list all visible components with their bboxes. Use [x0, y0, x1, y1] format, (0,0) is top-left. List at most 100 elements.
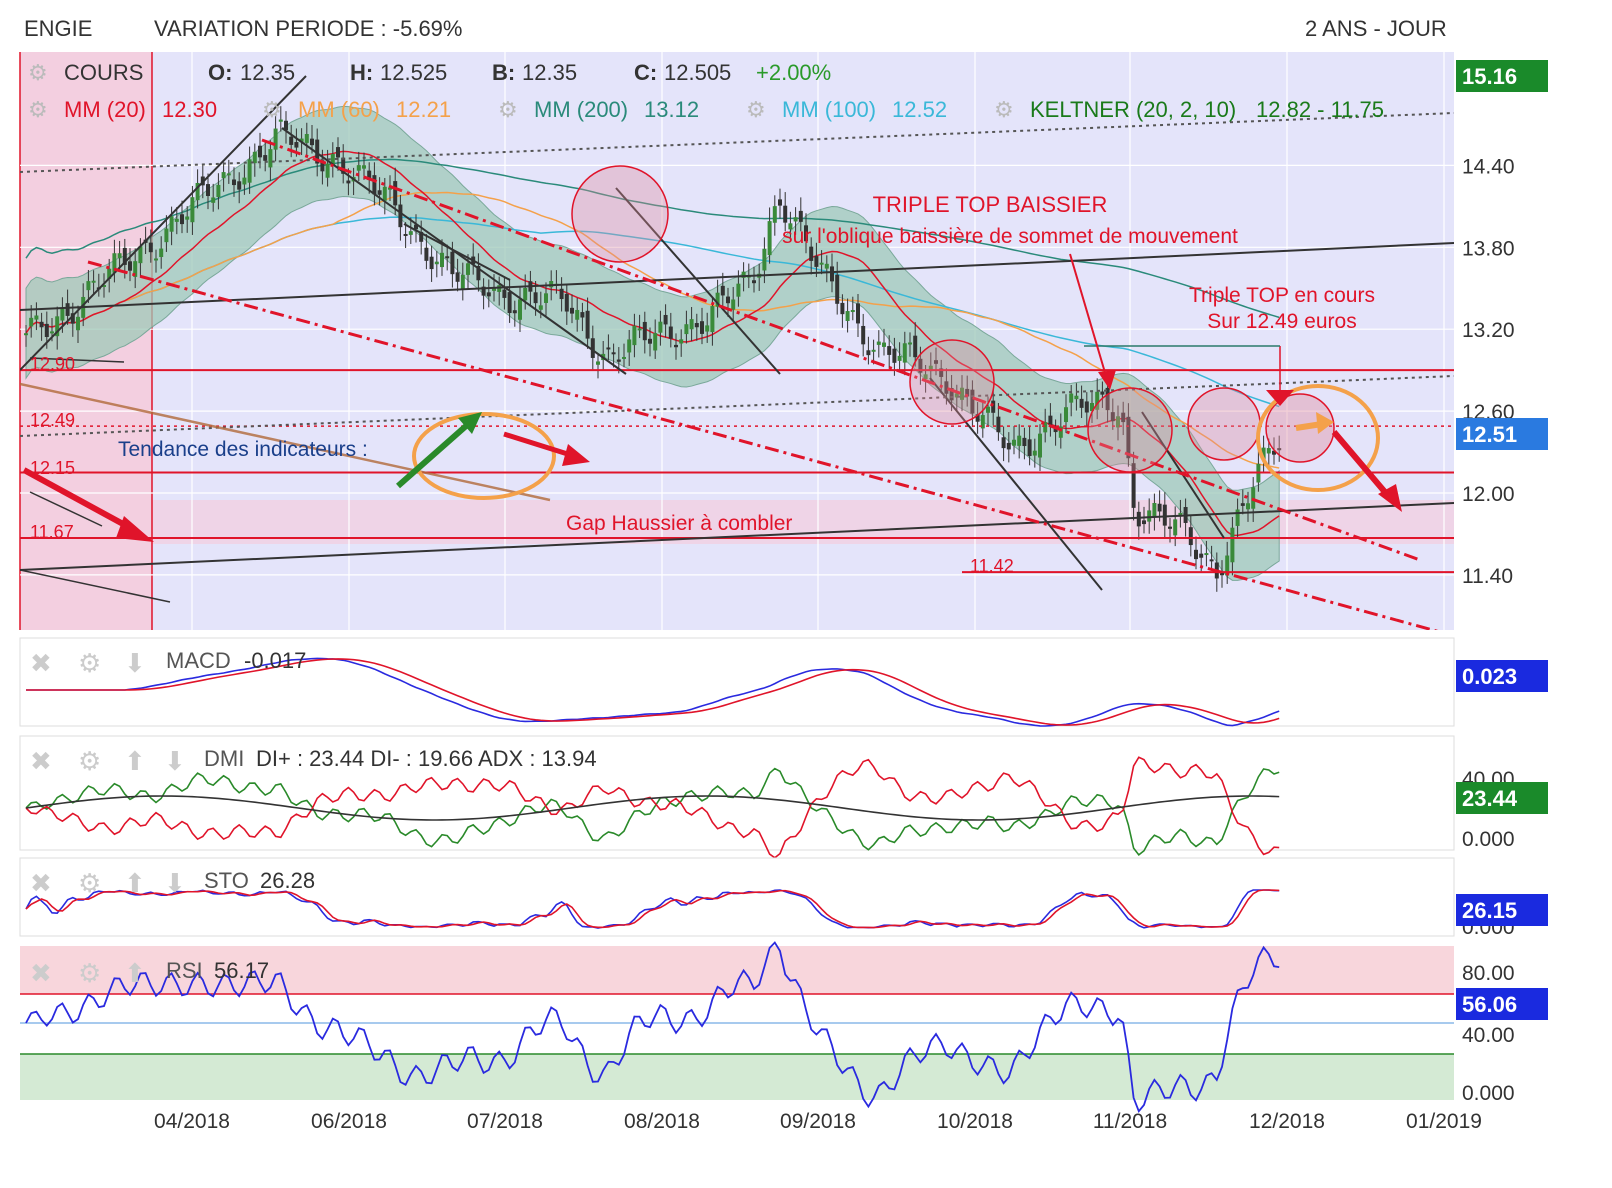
indicator-line — [25, 795, 1280, 821]
candle-body — [174, 218, 179, 222]
dmi-badge — [1456, 782, 1548, 814]
arrow-up-icon[interactable]: ⬆ — [124, 868, 146, 898]
candle-body — [39, 321, 44, 328]
candle-body — [356, 165, 361, 171]
candle-body — [684, 324, 689, 335]
gear-icon[interactable]: ⚙ — [262, 97, 282, 122]
tendance-label: Tendance des indicateurs : — [118, 438, 368, 461]
candle-body — [414, 224, 418, 230]
candle-body — [611, 352, 616, 355]
candle-body — [804, 225, 808, 242]
macd-badge-text: 0.023 — [1462, 664, 1517, 689]
arrow-down-icon[interactable]: ⬇ — [164, 868, 186, 898]
candle-body — [128, 261, 132, 271]
legend-mm60-val: 12.21 — [396, 97, 451, 122]
close-icon[interactable]: ✖ — [30, 648, 52, 678]
legend-c: 12.505 — [664, 60, 731, 85]
arrow-down-icon[interactable]: ⬇ — [124, 648, 146, 678]
candle-body — [424, 247, 429, 261]
candle-body — [1001, 437, 1006, 449]
gear-icon[interactable]: ⚙ — [78, 648, 101, 678]
candle-body — [814, 256, 819, 267]
candle-body — [1277, 448, 1282, 451]
trend-arrows — [22, 253, 1402, 542]
candle-body — [668, 326, 673, 339]
candle-body — [533, 292, 538, 304]
candle-body — [866, 350, 871, 356]
candle-body — [258, 145, 262, 158]
rsi-oversold-zone — [20, 1054, 1454, 1100]
close-icon[interactable]: ✖ — [30, 746, 52, 776]
candle-body — [523, 288, 528, 301]
candle-body — [325, 163, 330, 178]
candle-body — [159, 248, 164, 258]
arrow-up-icon[interactable]: ⬆ — [124, 958, 146, 988]
indicator-line — [25, 941, 1280, 1113]
candle-body — [185, 216, 190, 220]
candle-body — [268, 149, 273, 168]
legend-mm60: MM (60) — [298, 97, 380, 122]
rsi-tick-80: 80.00 — [1462, 962, 1515, 985]
gear-icon[interactable]: ⚙ — [78, 868, 101, 898]
candle-body — [1168, 526, 1172, 529]
arrow-up-icon[interactable]: ⬆ — [124, 746, 146, 776]
candle-body — [226, 173, 231, 176]
candle-body — [50, 331, 54, 334]
candle-body — [902, 343, 907, 363]
level-label-1167: 11.67 — [30, 522, 74, 542]
gear-icon[interactable]: ⚙ — [746, 97, 766, 122]
candle-body — [1266, 448, 1271, 454]
candle-body — [1017, 435, 1022, 446]
candle-body — [923, 374, 928, 380]
candle-body — [830, 266, 834, 282]
indicator-line — [26, 658, 1280, 726]
legend-o: 12.35 — [240, 60, 295, 85]
candle-body — [616, 359, 621, 362]
candle-body — [1079, 398, 1084, 408]
candle-body — [1188, 527, 1193, 546]
gear-icon[interactable]: ⚙ — [78, 958, 101, 988]
candle-body — [1173, 519, 1178, 536]
symbol-label: ENGIE — [24, 16, 93, 41]
candle-body — [824, 263, 829, 269]
candle-body — [221, 172, 226, 179]
candle-body — [892, 348, 897, 363]
candle-body — [284, 120, 288, 131]
macd-badge — [1456, 660, 1548, 692]
candle-body — [705, 325, 710, 332]
gear-icon[interactable]: ⚙ — [78, 746, 101, 776]
candle-body — [382, 186, 387, 201]
gear-icon[interactable]: ⚙ — [994, 97, 1014, 122]
candle-body — [154, 258, 158, 261]
candle-body — [91, 280, 96, 283]
macd-label: MACD — [166, 648, 231, 673]
dmi-label: DMI — [204, 746, 244, 771]
candle-body — [362, 165, 366, 169]
x-tick-label: 01/2019 — [1406, 1110, 1482, 1133]
candle-body — [1147, 510, 1152, 522]
y-tick-label: 13.80 — [1462, 237, 1515, 260]
candle-body — [882, 342, 886, 347]
legend-mm20: MM (20) — [64, 97, 146, 122]
candle-body — [1194, 549, 1198, 560]
candle-body — [596, 361, 600, 365]
close-icon[interactable]: ✖ — [30, 958, 52, 988]
gear-icon[interactable]: ⚙ — [28, 60, 48, 85]
candle-body — [502, 289, 507, 298]
arrow-down-icon[interactable]: ⬇ — [164, 746, 186, 776]
triple-top-title: TRIPLE TOP BAISSIER — [873, 192, 1108, 217]
candle-body — [1058, 426, 1063, 438]
level-label-1215: 12.15 — [30, 458, 75, 478]
candle-body — [299, 138, 304, 142]
candle-body — [975, 414, 980, 422]
candle-body — [55, 316, 60, 337]
candle-body — [24, 333, 28, 336]
gear-icon[interactable]: ⚙ — [28, 97, 48, 122]
gear-icon[interactable]: ⚙ — [498, 97, 518, 122]
close-icon[interactable]: ✖ — [30, 868, 52, 898]
candle-body — [1064, 407, 1068, 423]
candle-body — [1043, 422, 1048, 433]
candle-body — [1152, 503, 1157, 518]
candle-body — [767, 221, 772, 256]
candle-body — [195, 182, 200, 201]
